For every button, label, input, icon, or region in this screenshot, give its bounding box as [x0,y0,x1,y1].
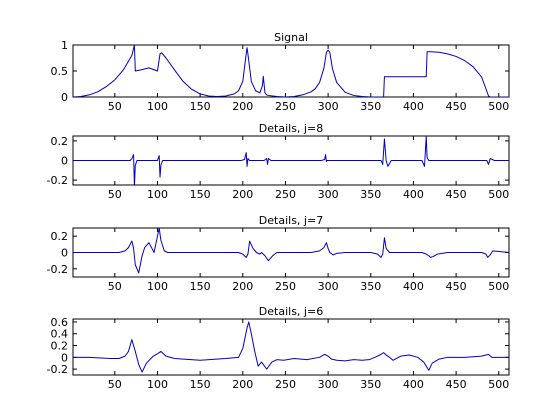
axes-frame [72,318,510,376]
x-tick-label: 400 [403,100,424,113]
x-tick-label: 350 [360,100,381,113]
chart-title: Details, j=6 [259,305,323,318]
x-tick-label: 100 [147,100,168,113]
x-tick-label: 500 [488,100,509,113]
x-tick-label: 150 [190,100,211,113]
x-tick-label: 400 [403,280,424,293]
subplot-3: Details, j=7 50 100 150 200 250 300 350 400 450 50… [47,214,510,293]
x-tick-label: 150 [190,280,211,293]
chart-title: Signal [274,31,308,44]
x-tick-label: 450 [446,280,467,293]
y-tick-label: -0.2 [47,263,68,276]
x-tick-label: 350 [360,280,381,293]
chart-title: Details, j=8 [259,122,323,135]
x-tick-label: 500 [488,188,509,201]
x-tick-label: 400 [403,188,424,201]
y-tick-label: 0.2 [51,340,69,353]
x-tick-label: 450 [446,100,467,113]
subplot-1: Signal 50 100 150 200 250 300 350 400 450 500 0 0.5 1 [51,31,510,113]
y-tick-label: 0 [61,155,68,168]
y-tick-label: 1 [61,39,68,52]
x-tick-label: 50 [108,378,122,391]
x-tick-label: 200 [232,188,253,201]
series-line-1 [73,228,509,274]
y-tick-label: 0.2 [51,230,69,243]
x-tick-label: 200 [232,280,253,293]
x-tick-label: 100 [147,188,168,201]
series-line-1 [73,321,509,373]
x-tick-label: 150 [190,188,211,201]
x-tick-label: 300 [318,100,339,113]
x-tick-label: 250 [275,100,296,113]
y-tick-label: 0.6 [51,316,69,329]
axes-frame [72,44,510,98]
y-tick-label: 0.4 [51,328,69,341]
x-tick-label: 100 [147,378,168,391]
y-tick-label: -0.2 [47,174,68,187]
y-tick-label: 0 [61,247,68,260]
x-tick-label: 500 [488,280,509,293]
x-tick-label: 100 [147,280,168,293]
x-tick-label: 200 [232,378,253,391]
x-tick-label: 50 [108,188,122,201]
subplot-4: Details, j=6 50 100 150 200 250 300 350 400 450 50… [47,305,510,391]
x-tick-label: 250 [275,280,296,293]
y-tick-label: 0 [61,351,68,364]
x-tick-label: 300 [318,378,339,391]
x-tick-label: 400 [403,378,424,391]
x-tick-label: 450 [446,188,467,201]
y-tick-label: -0.2 [47,363,68,376]
y-tick-label: 0 [61,91,68,104]
x-tick-label: 250 [275,378,296,391]
x-tick-label: 500 [488,378,509,391]
x-tick-label: 50 [108,100,122,113]
x-tick-label: 450 [446,378,467,391]
y-tick-label: 0.2 [51,135,69,148]
x-tick-label: 150 [190,378,211,391]
y-tick-label: 0.5 [51,65,69,78]
subplot-2: Details, j=8 50 100 150 200 250 300 350 400 450 50… [47,122,510,201]
series-line-1 [73,45,509,97]
x-tick-label: 250 [275,188,296,201]
series-line-1 [73,136,509,185]
x-tick-label: 350 [360,378,381,391]
chart-title: Details, j=7 [259,214,323,227]
x-tick-label: 300 [318,188,339,201]
x-tick-label: 200 [232,100,253,113]
x-tick-label: 350 [360,188,381,201]
x-tick-label: 50 [108,280,122,293]
x-tick-label: 300 [318,280,339,293]
